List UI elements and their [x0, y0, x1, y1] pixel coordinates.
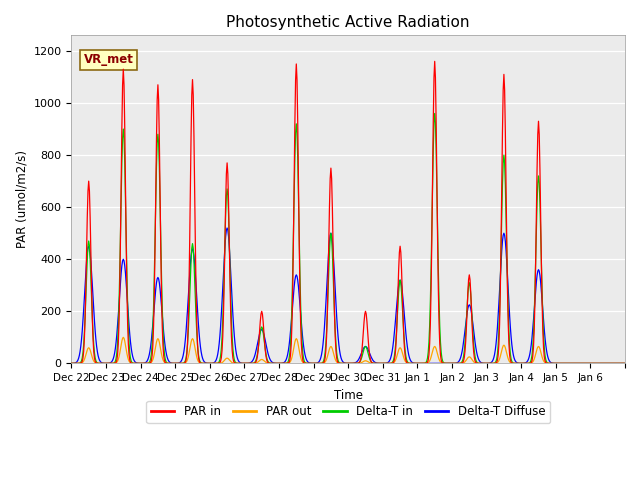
Y-axis label: PAR (umol/m2/s): PAR (umol/m2/s) — [15, 150, 28, 248]
Text: VR_met: VR_met — [84, 53, 134, 66]
X-axis label: Time: Time — [333, 389, 363, 402]
Title: Photosynthetic Active Radiation: Photosynthetic Active Radiation — [227, 15, 470, 30]
Legend: PAR in, PAR out, Delta-T in, Delta-T Diffuse: PAR in, PAR out, Delta-T in, Delta-T Dif… — [146, 401, 550, 423]
